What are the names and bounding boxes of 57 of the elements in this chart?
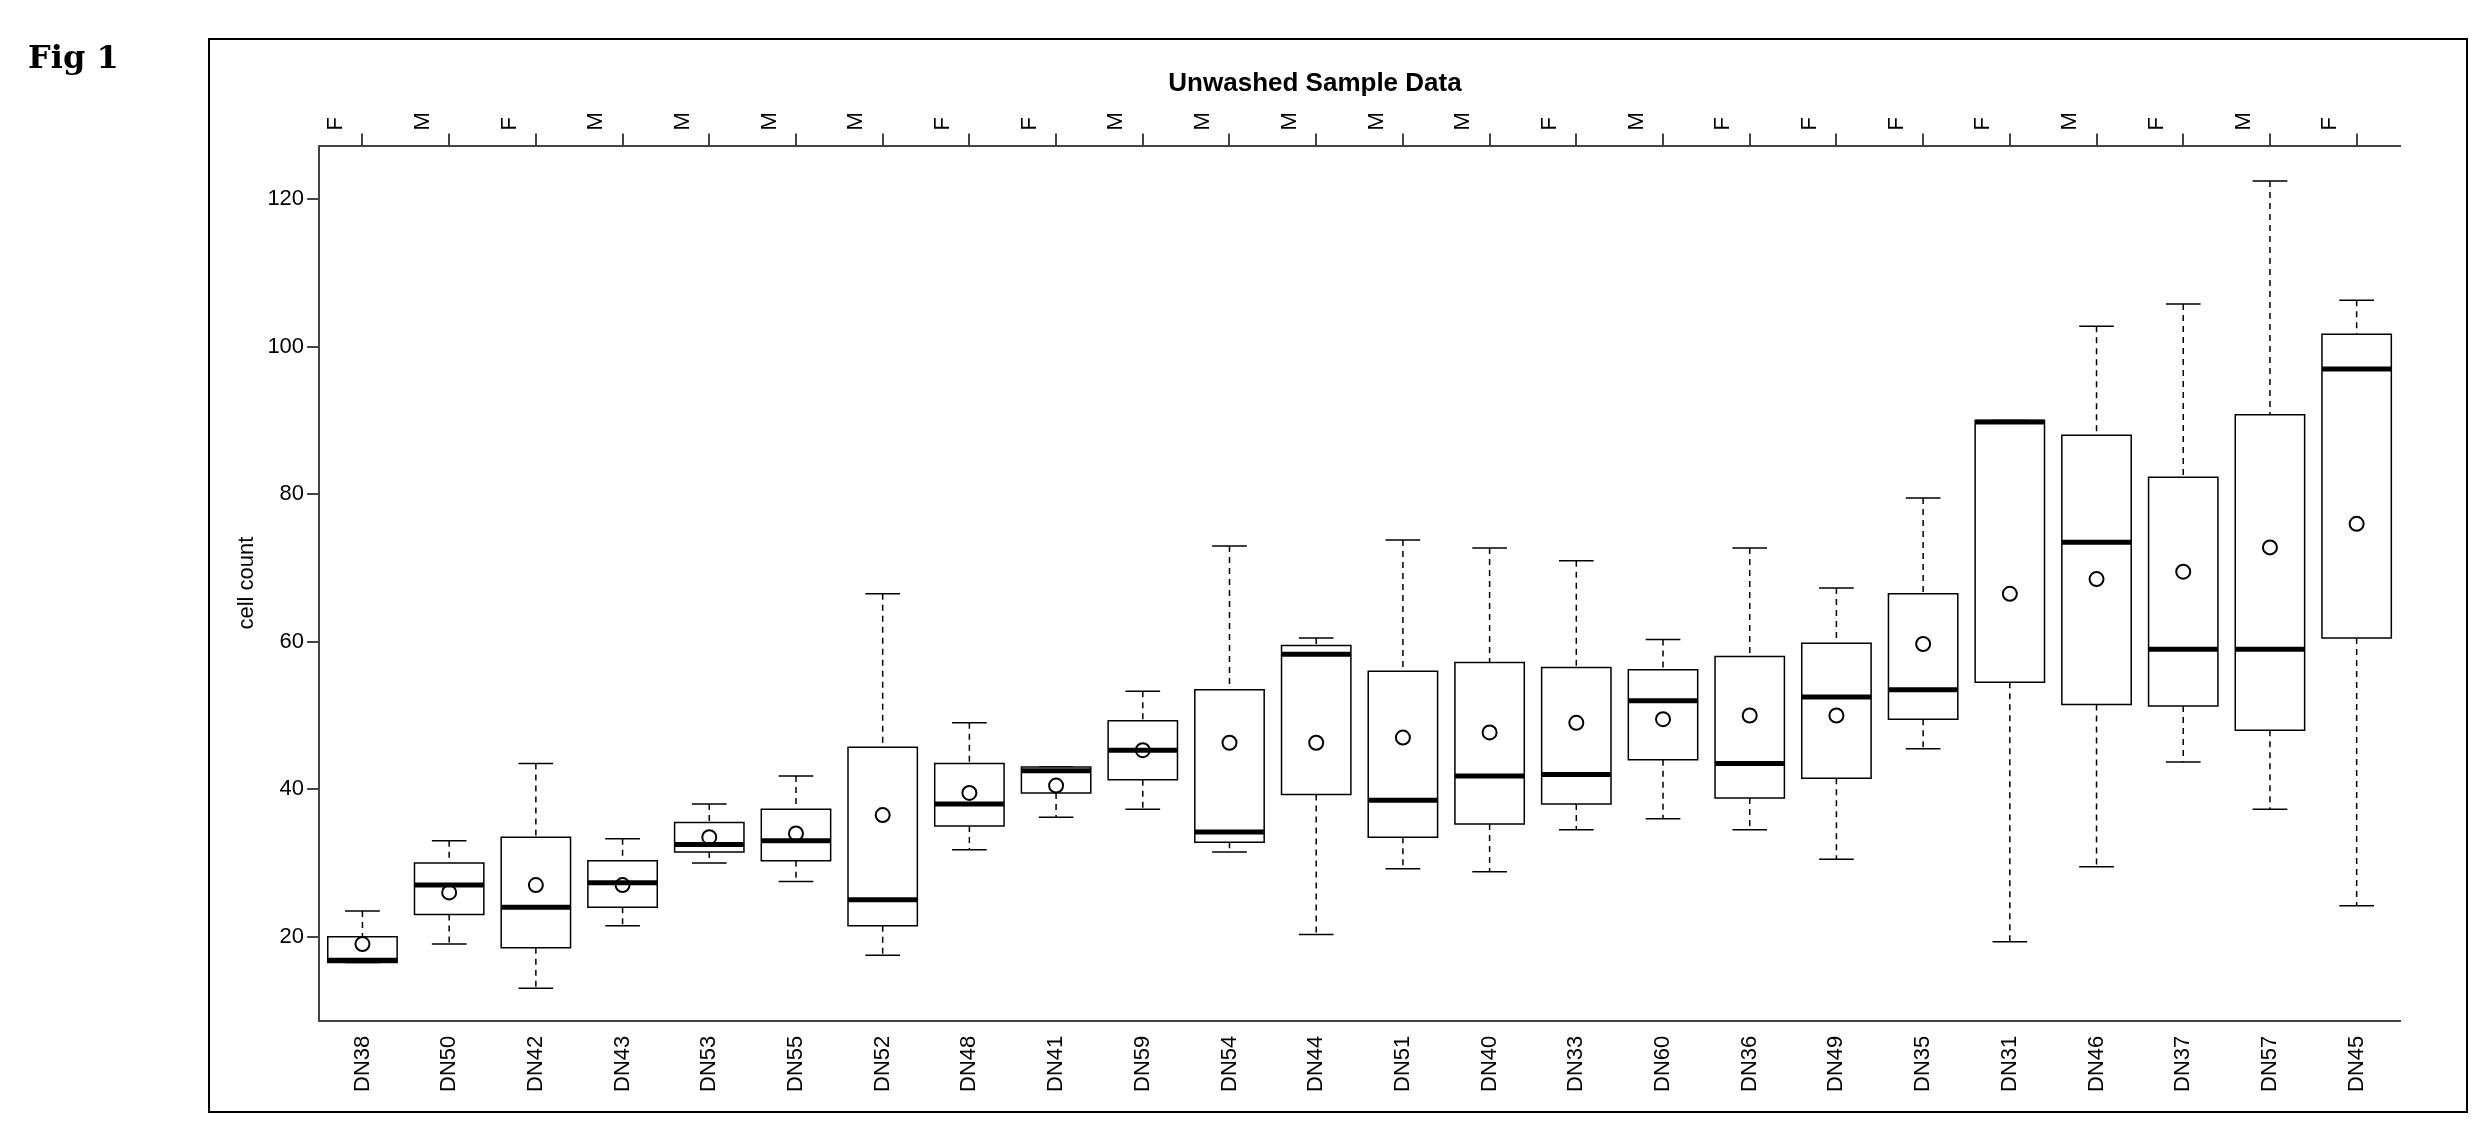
text: F <box>1535 117 1561 131</box>
x-tick-label: DN54 <box>1215 1035 1241 1092</box>
x-tick-label: DN37 <box>2169 1035 2195 1092</box>
text: M <box>1622 112 1648 131</box>
x-tick-label: DN57 <box>2256 1035 2282 1092</box>
x-tick-label: DN52 <box>868 1035 894 1092</box>
x-tick-label: DN46 <box>2082 1035 2108 1092</box>
x-tick-label: DN53 <box>695 1035 721 1092</box>
y-tick-label: 100 <box>267 332 305 358</box>
x-tick-label: DN48 <box>955 1035 981 1092</box>
text: M <box>1362 112 1388 131</box>
x-tick-label: DN40 <box>1475 1035 1501 1092</box>
text: M <box>755 112 781 131</box>
x-tick-label: DN44 <box>1302 1035 1328 1092</box>
y-tick-label: 40 <box>279 775 305 801</box>
x-tick-label: DN50 <box>435 1035 461 1092</box>
x-tick-label: DN31 <box>1995 1035 2021 1092</box>
y-tick-label: 120 <box>267 185 305 211</box>
x-tick-label: DN45 <box>2342 1035 2368 1092</box>
caption: Fig 1 <box>28 38 119 76</box>
text: M <box>1275 112 1301 131</box>
x-tick-label: DN35 <box>1909 1035 1935 1092</box>
x-tick-label: DN51 <box>1388 1035 1414 1092</box>
text: F <box>1709 117 1735 131</box>
text: F <box>929 117 955 131</box>
x-tick-label: DN59 <box>1128 1035 1154 1092</box>
y-tick-label: 60 <box>279 627 305 653</box>
x-tick-label: DN36 <box>1735 1035 1761 1092</box>
text: M <box>2229 112 2255 131</box>
x-tick-label: DN33 <box>1562 1035 1588 1092</box>
x-tick-label: DN38 <box>348 1035 374 1092</box>
text: F <box>1969 117 1995 131</box>
chart-title: Unwashed Sample Data <box>1168 66 1463 97</box>
text: M <box>1449 112 1475 131</box>
x-tick-label: DN43 <box>608 1035 634 1092</box>
text: M <box>842 112 868 131</box>
text: M <box>2056 112 2082 131</box>
text: M <box>582 112 608 131</box>
text: F <box>2142 117 2168 131</box>
text: F <box>1796 117 1822 131</box>
text: F <box>1015 117 1041 131</box>
text: M <box>668 112 694 131</box>
text: F <box>2316 117 2342 131</box>
x-tick-label: DN42 <box>521 1035 547 1092</box>
x-tick-label: DN55 <box>782 1035 808 1092</box>
text: M <box>1102 112 1128 131</box>
x-tick-label: DN41 <box>1042 1035 1068 1092</box>
y-tick-label: 80 <box>279 480 305 506</box>
x-tick-label: DN60 <box>1649 1035 1675 1092</box>
text: F <box>322 117 348 131</box>
text: F <box>495 117 521 131</box>
text: M <box>1189 112 1215 131</box>
text: M <box>408 112 434 131</box>
y-tick-label: 20 <box>279 922 305 948</box>
text: F <box>1882 117 1908 131</box>
x-tick-label: DN49 <box>1822 1035 1848 1092</box>
y-axis-title: cell count <box>233 536 259 630</box>
